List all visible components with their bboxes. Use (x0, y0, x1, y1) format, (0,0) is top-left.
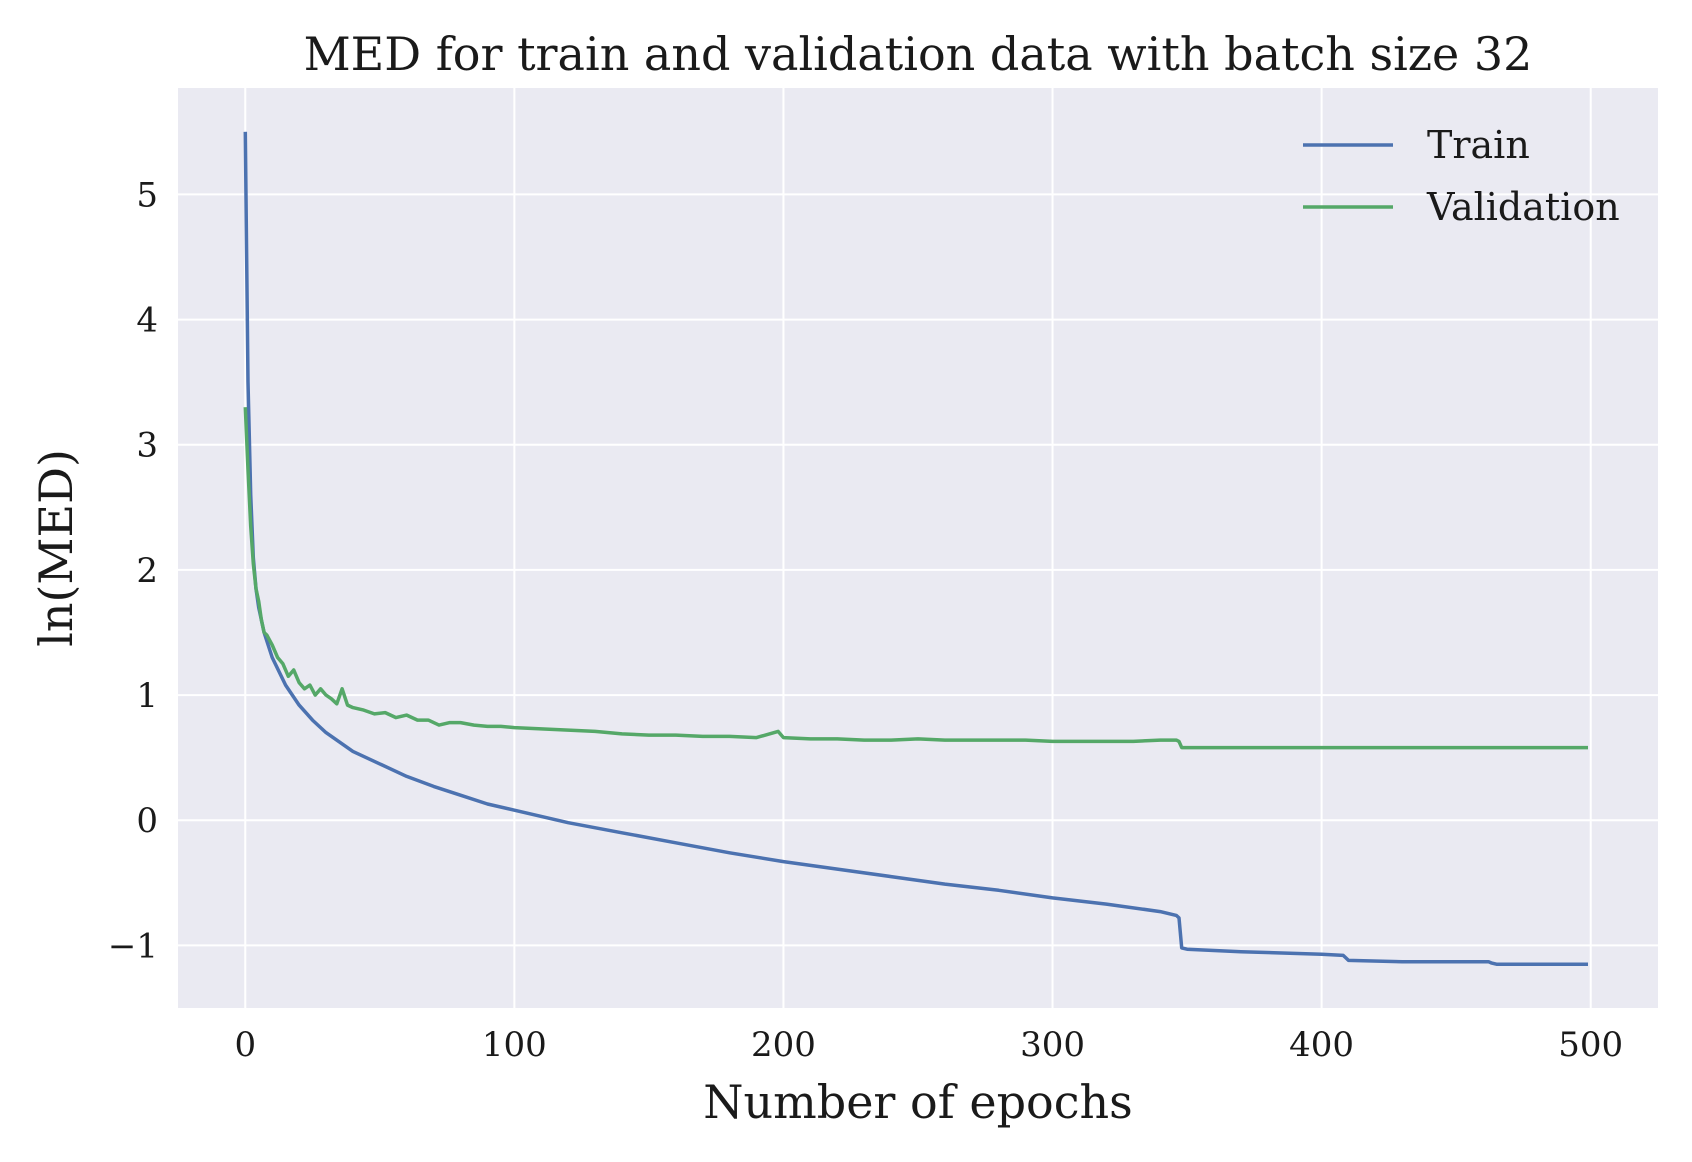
y-tick-label: 0 (136, 801, 158, 841)
x-tick-label: 300 (1020, 1025, 1085, 1065)
x-tick-label: 200 (751, 1025, 816, 1065)
x-tick-label: 100 (482, 1025, 547, 1065)
chart-title: MED for train and validation data with b… (304, 27, 1533, 81)
y-tick-label: 3 (136, 426, 158, 466)
tick-labels: 0 100 200 300 400 500 −1 0 1 2 3 4 5 (108, 175, 1623, 1065)
legend-label-train: Train (1427, 123, 1530, 167)
y-tick-label: 1 (136, 676, 158, 716)
series-line-validation (243, 407, 1588, 750)
y-tick-label: 4 (136, 301, 158, 341)
x-tick-label: 0 (234, 1025, 256, 1065)
y-axis-label: ln(MED) (29, 449, 83, 647)
plot-area (178, 88, 1658, 1008)
y-tick-label: 2 (136, 551, 158, 591)
y-tick-label: −1 (108, 926, 158, 966)
x-tick-label: 400 (1289, 1025, 1354, 1065)
grid (178, 88, 1658, 1008)
legend-label-validation: Validation (1426, 185, 1620, 229)
series-line-train (243, 131, 1588, 966)
x-axis-label: Number of epochs (703, 1075, 1132, 1129)
series-layer (243, 131, 1588, 966)
x-tick-label: 500 (1558, 1025, 1623, 1065)
legend: Train Validation (1303, 123, 1620, 229)
y-tick-label: 5 (136, 175, 158, 215)
